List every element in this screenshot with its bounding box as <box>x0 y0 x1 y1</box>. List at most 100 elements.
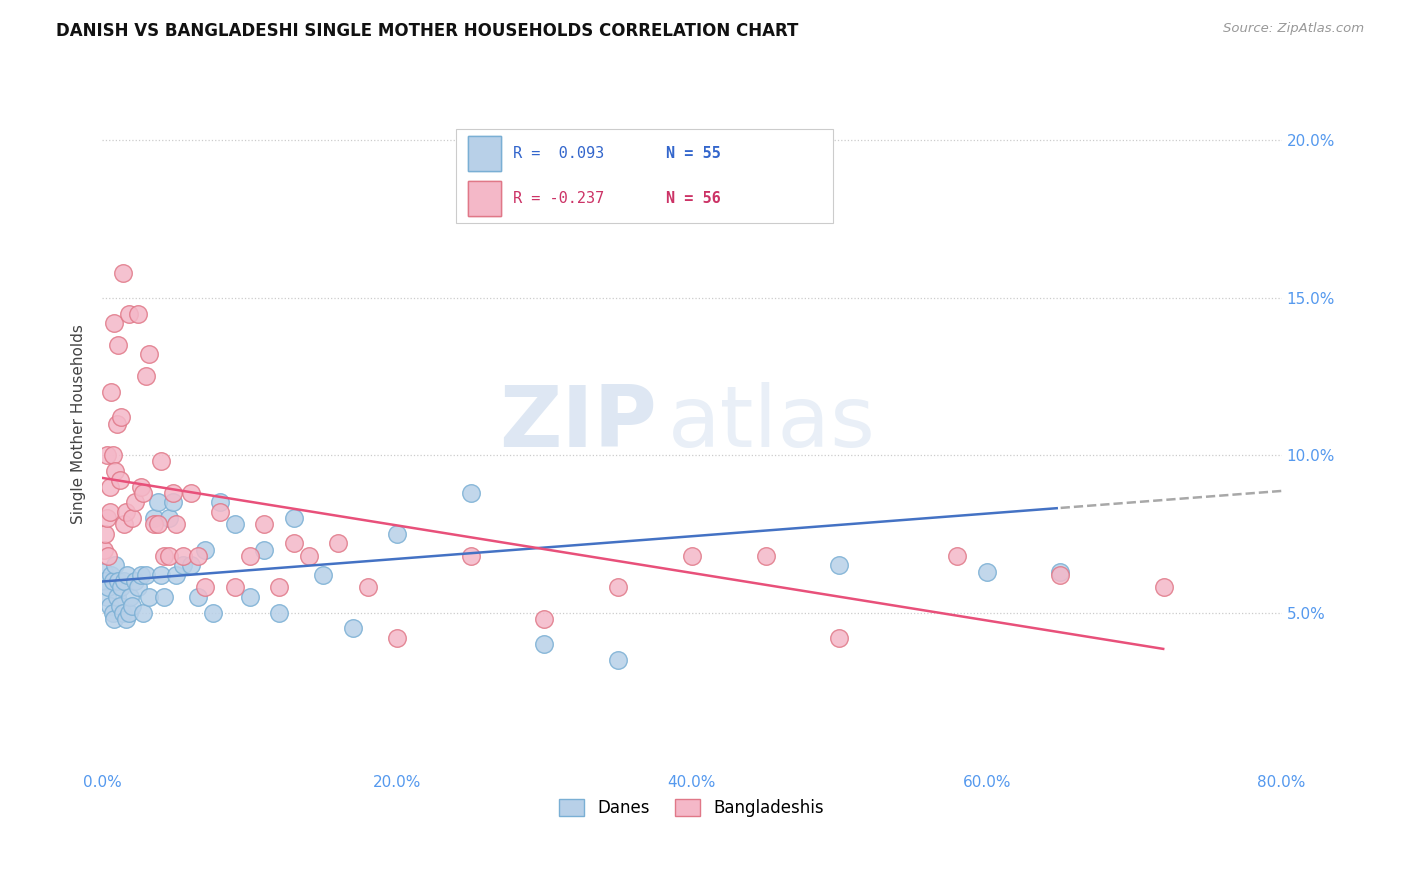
Point <box>103 612 125 626</box>
Point <box>297 549 319 563</box>
Point <box>132 486 155 500</box>
Point <box>105 590 128 604</box>
Point <box>976 565 998 579</box>
Point <box>224 581 246 595</box>
Point <box>224 517 246 532</box>
Point <box>100 385 122 400</box>
Point <box>98 599 121 614</box>
Point <box>153 590 176 604</box>
Point <box>129 480 152 494</box>
Point <box>201 606 224 620</box>
Text: ZIP: ZIP <box>499 382 657 466</box>
Point <box>180 558 202 573</box>
Point <box>108 599 131 614</box>
Point <box>269 606 291 620</box>
Point <box>312 567 335 582</box>
Text: Source: ZipAtlas.com: Source: ZipAtlas.com <box>1223 22 1364 36</box>
Point <box>533 612 555 626</box>
FancyBboxPatch shape <box>468 181 501 216</box>
Point <box>108 474 131 488</box>
Point <box>165 567 187 582</box>
Point <box>121 599 143 614</box>
Point <box>209 505 232 519</box>
Point <box>101 606 124 620</box>
Point <box>172 558 194 573</box>
Point <box>127 581 149 595</box>
Point <box>96 511 118 525</box>
Point <box>120 590 142 604</box>
Point <box>607 581 630 595</box>
Point <box>124 574 146 588</box>
Point <box>96 448 118 462</box>
Point <box>129 567 152 582</box>
Point <box>114 612 136 626</box>
Point <box>681 549 703 563</box>
Point <box>283 536 305 550</box>
Point <box>162 486 184 500</box>
Point <box>148 517 170 532</box>
Point <box>94 574 117 588</box>
Point <box>142 511 165 525</box>
Point <box>194 581 217 595</box>
Point <box>253 542 276 557</box>
Text: R =  0.093: R = 0.093 <box>513 146 603 161</box>
Point <box>180 486 202 500</box>
Point <box>157 511 180 525</box>
Point <box>107 338 129 352</box>
Point <box>138 590 160 604</box>
Point <box>114 505 136 519</box>
Point <box>326 536 349 550</box>
Point <box>356 581 378 595</box>
Point <box>127 307 149 321</box>
Point <box>117 567 139 582</box>
Point <box>132 606 155 620</box>
Point <box>94 527 117 541</box>
Point <box>101 448 124 462</box>
Point <box>110 581 132 595</box>
Point <box>96 590 118 604</box>
Point <box>121 511 143 525</box>
Text: atlas: atlas <box>668 382 876 466</box>
Point <box>104 558 127 573</box>
Point <box>269 581 291 595</box>
Point <box>97 581 120 595</box>
Point <box>385 527 408 541</box>
Point <box>681 165 703 179</box>
Point <box>112 574 135 588</box>
Point <box>101 574 124 588</box>
Point <box>138 347 160 361</box>
Point <box>342 621 364 635</box>
Point <box>111 606 134 620</box>
Point <box>153 549 176 563</box>
Point <box>148 495 170 509</box>
Point <box>107 574 129 588</box>
Point <box>253 517 276 532</box>
Point <box>135 567 157 582</box>
Point <box>755 549 778 563</box>
Point <box>124 495 146 509</box>
Point <box>1049 567 1071 582</box>
Point <box>165 517 187 532</box>
Text: N = 55: N = 55 <box>666 146 721 161</box>
Point <box>157 549 180 563</box>
Point <box>385 631 408 645</box>
Text: DANISH VS BANGLADESHI SINGLE MOTHER HOUSEHOLDS CORRELATION CHART: DANISH VS BANGLADESHI SINGLE MOTHER HOUS… <box>56 22 799 40</box>
Point <box>98 480 121 494</box>
Point <box>93 542 115 557</box>
Point <box>946 549 969 563</box>
Point <box>828 558 851 573</box>
Point <box>118 307 141 321</box>
Point <box>1153 581 1175 595</box>
Point <box>105 417 128 431</box>
Point <box>239 549 262 563</box>
Point <box>118 606 141 620</box>
Point <box>135 369 157 384</box>
Text: N = 56: N = 56 <box>666 191 721 206</box>
Point <box>150 454 173 468</box>
Point <box>97 549 120 563</box>
Point <box>112 517 135 532</box>
Y-axis label: Single Mother Households: Single Mother Households <box>72 324 86 524</box>
Point <box>110 410 132 425</box>
Point <box>103 316 125 330</box>
Point <box>172 549 194 563</box>
